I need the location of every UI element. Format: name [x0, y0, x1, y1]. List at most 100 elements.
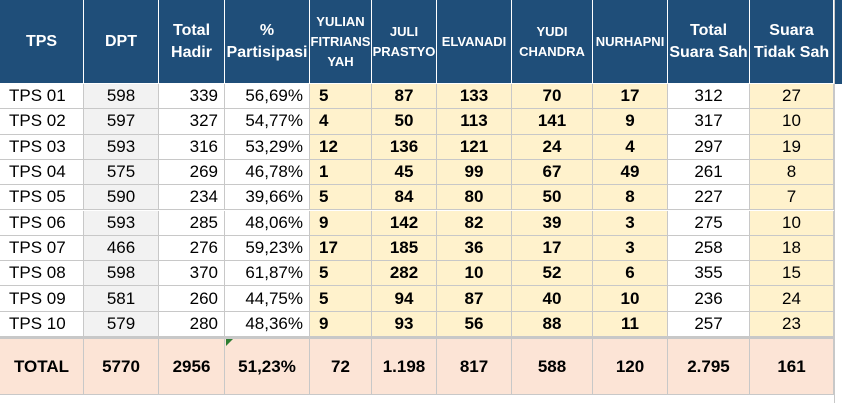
cell-tidak[interactable]: 24	[750, 286, 834, 312]
cell-yudi[interactable]: 17	[512, 235, 593, 262]
cell-sah[interactable]: 275	[668, 210, 750, 236]
cell-pct[interactable]: 44,75%	[225, 286, 310, 312]
cell-sah[interactable]: 227	[668, 185, 750, 211]
cell-juli[interactable]: 87	[372, 84, 437, 110]
cell-nurhapni[interactable]: 3	[593, 210, 668, 236]
cell-tidak[interactable]: 10	[750, 210, 834, 236]
cell-tps[interactable]: TPS 01	[0, 84, 84, 110]
cell-hadir[interactable]: 370	[159, 261, 225, 287]
cell-yudi[interactable]: 52	[512, 261, 593, 287]
column-header-hadir[interactable]: Total Hadir	[159, 0, 225, 84]
cell-yulian[interactable]: 4	[310, 109, 372, 135]
cell-yulian[interactable]: 5	[310, 286, 372, 312]
cell-dpt[interactable]: 593	[84, 210, 159, 236]
cell-dpt[interactable]: 597	[84, 109, 159, 135]
cell-sah[interactable]: 236	[668, 286, 750, 312]
column-header-yudi[interactable]: YUDI CHANDRA	[512, 0, 593, 84]
cell-juli[interactable]: 50	[372, 109, 437, 135]
cell-nurhapni[interactable]: 6	[593, 261, 668, 287]
total-nurhapni[interactable]: 120	[593, 337, 668, 395]
cell-yulian[interactable]: 12	[310, 134, 372, 160]
cell-juli[interactable]: 93	[372, 311, 437, 337]
cell-dpt[interactable]: 466	[84, 235, 159, 262]
cell-pct[interactable]: 48,06%	[225, 210, 310, 236]
cell-nurhapni[interactable]: 17	[593, 84, 668, 110]
cell-sah[interactable]: 258	[668, 235, 750, 262]
comment-marker-icon[interactable]	[226, 339, 233, 346]
cell-elvanadi[interactable]: 121	[437, 134, 512, 160]
total-tidak[interactable]: 161	[750, 337, 834, 395]
cell-sah[interactable]: 257	[668, 311, 750, 337]
total-juli[interactable]: 1.198	[372, 337, 437, 395]
cell-elvanadi[interactable]: 80	[437, 185, 512, 211]
cell-yulian[interactable]: 5	[310, 261, 372, 287]
cell-elvanadi[interactable]: 36	[437, 235, 512, 262]
cell-tidak[interactable]: 8	[750, 159, 834, 186]
cell-tidak[interactable]: 23	[750, 311, 834, 337]
cell-dpt[interactable]: 598	[84, 261, 159, 287]
column-header-pct[interactable]: % Partisipasi	[225, 0, 310, 84]
column-header-yulian[interactable]: YULIAN FITRIANS YAH	[310, 0, 372, 84]
total-elvanadi[interactable]: 817	[437, 337, 512, 395]
column-header-juli[interactable]: JULI PRASTYO	[372, 0, 437, 84]
cell-pct[interactable]: 56,69%	[225, 84, 310, 110]
cell-tps[interactable]: TPS 05	[0, 185, 84, 211]
column-header-dpt[interactable]: DPT	[84, 0, 159, 84]
cell-nurhapni[interactable]: 49	[593, 159, 668, 186]
cell-elvanadi[interactable]: 56	[437, 311, 512, 337]
cell-elvanadi[interactable]: 99	[437, 159, 512, 186]
cell-juli[interactable]: 142	[372, 210, 437, 236]
cell-nurhapni[interactable]: 4	[593, 134, 668, 160]
cell-hadir[interactable]: 285	[159, 210, 225, 236]
total-sah[interactable]: 2.795	[668, 337, 750, 395]
cell-tidak[interactable]: 10	[750, 109, 834, 135]
cell-juli[interactable]: 282	[372, 261, 437, 287]
cell-elvanadi[interactable]: 10	[437, 261, 512, 287]
next-column-edge[interactable]	[834, 0, 842, 403]
cell-yulian[interactable]: 17	[310, 235, 372, 262]
cell-juli[interactable]: 84	[372, 185, 437, 211]
cell-hadir[interactable]: 316	[159, 134, 225, 160]
cell-tps[interactable]: TPS 02	[0, 109, 84, 135]
cell-hadir[interactable]: 234	[159, 185, 225, 211]
cell-yulian[interactable]: 5	[310, 84, 372, 110]
column-header-sah[interactable]: Total Suara Sah	[668, 0, 750, 84]
cell-hadir[interactable]: 280	[159, 311, 225, 337]
cell-tps[interactable]: TPS 07	[0, 235, 84, 262]
cell-tps[interactable]: TPS 06	[0, 210, 84, 236]
cell-hadir[interactable]: 339	[159, 84, 225, 110]
cell-yulian[interactable]: 5	[310, 185, 372, 211]
cell-pct[interactable]: 54,77%	[225, 109, 310, 135]
cell-hadir[interactable]: 260	[159, 286, 225, 312]
cell-tidak[interactable]: 7	[750, 185, 834, 211]
cell-tps[interactable]: TPS 03	[0, 134, 84, 160]
cell-elvanadi[interactable]: 82	[437, 210, 512, 236]
cell-hadir[interactable]: 269	[159, 159, 225, 186]
cell-yudi[interactable]: 88	[512, 311, 593, 337]
cell-yudi[interactable]: 50	[512, 185, 593, 211]
total-pct[interactable]: 51,23%	[225, 337, 310, 395]
cell-sah[interactable]: 261	[668, 159, 750, 186]
column-header-tps[interactable]: TPS	[0, 0, 84, 84]
cell-tps[interactable]: TPS 09	[0, 286, 84, 312]
cell-tidak[interactable]: 15	[750, 261, 834, 287]
column-header-elvanadi[interactable]: ELVANADI	[437, 0, 512, 84]
cell-dpt[interactable]: 581	[84, 286, 159, 312]
cell-pct[interactable]: 39,66%	[225, 185, 310, 211]
cell-sah[interactable]: 355	[668, 261, 750, 287]
cell-hadir[interactable]: 276	[159, 235, 225, 262]
column-header-tidak[interactable]: Suara Tidak Sah	[750, 0, 834, 84]
cell-dpt[interactable]: 575	[84, 159, 159, 186]
cell-pct[interactable]: 61,87%	[225, 261, 310, 287]
cell-elvanadi[interactable]: 87	[437, 286, 512, 312]
next-column-header-edge[interactable]	[835, 0, 842, 84]
cell-tps[interactable]: TPS 10	[0, 311, 84, 337]
cell-yudi[interactable]: 67	[512, 159, 593, 186]
cell-pct[interactable]: 59,23%	[225, 235, 310, 262]
cell-dpt[interactable]: 579	[84, 311, 159, 337]
cell-yudi[interactable]: 40	[512, 286, 593, 312]
total-dpt[interactable]: 5770	[84, 337, 159, 395]
cell-elvanadi[interactable]: 133	[437, 84, 512, 110]
cell-sah[interactable]: 317	[668, 109, 750, 135]
cell-juli[interactable]: 185	[372, 235, 437, 262]
